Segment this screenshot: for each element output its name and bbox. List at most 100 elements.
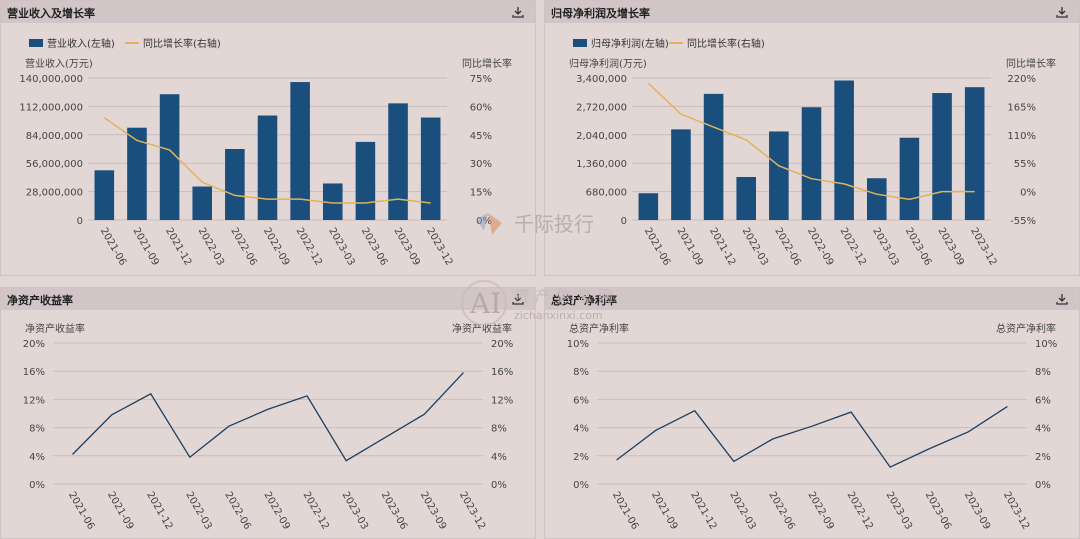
roa-panel-header: 总资产净利率 <box>545 288 1079 310</box>
right-tick-label: 110% <box>1007 131 1036 142</box>
bar <box>801 107 822 220</box>
x-tick-label: 2023-12 <box>968 226 998 268</box>
bar <box>899 137 920 220</box>
x-tick-label: 2023-09 <box>391 226 421 268</box>
x-tick-label: 2021-06 <box>98 226 128 268</box>
left-tick-label: 0% <box>573 480 589 491</box>
right-tick-label: 165% <box>1007 102 1036 113</box>
legend-line-label: 同比增长率(右轴) <box>143 37 221 50</box>
x-tick-label: 2022-12 <box>294 226 324 268</box>
x-tick-label: 2022-09 <box>261 226 291 268</box>
left-tick-label: 1,360,000 <box>576 159 627 170</box>
profit-panel-header: 归母净利润及增长率 <box>545 1 1079 23</box>
right-tick-label: 12% <box>491 395 513 406</box>
right-tick-label: 10% <box>1035 339 1057 350</box>
x-tick-label: 2022-12 <box>838 226 868 268</box>
x-tick-label: 2021-06 <box>610 490 640 532</box>
x-tick-label: 2022-03 <box>183 490 213 532</box>
x-tick-label: 2022-09 <box>805 226 835 268</box>
bar <box>94 170 115 220</box>
x-tick-label: 2021-09 <box>649 490 679 532</box>
bar <box>159 94 180 220</box>
bar <box>638 193 659 220</box>
x-tick-label: 2022-06 <box>222 490 252 532</box>
download-icon[interactable] <box>1055 292 1069 306</box>
download-icon[interactable] <box>511 5 525 19</box>
roe-panel: 净资产收益率 净资产收益率 净资产收益率 0% 0% 4% 4% 8% 8% 12% 12% 16%… <box>0 287 536 539</box>
bar <box>257 115 278 220</box>
left-tick-label: 56,000,000 <box>26 159 83 170</box>
x-tick-label: 2022-06 <box>766 490 796 532</box>
revenue-panel-header: 营业收入及增长率 <box>1 1 535 23</box>
revenue-panel: 营业收入及增长率 营业收入(左轴) 同比增长率(右轴) 营业收入(万元) 同比增长率 0… <box>0 0 536 276</box>
x-tick-label: 2023-03 <box>884 490 914 532</box>
x-tick-label: 2021-12 <box>163 226 193 268</box>
roa-chart: 总资产净利率 总资产净利率 0% 0% 2% 2% 4% 4% 6% 6% 8% 8% 10% 10% 20… <box>567 322 1057 532</box>
x-tick-label: 2022-09 <box>261 490 291 532</box>
legend-bar-swatch <box>573 39 587 47</box>
right-tick-label: 8% <box>1035 367 1051 378</box>
download-icon[interactable] <box>1055 5 1069 19</box>
left-tick-label: 8% <box>573 367 589 378</box>
x-tick-label: 2022-06 <box>772 226 802 268</box>
x-tick-label: 2021-06 <box>642 226 672 268</box>
bar <box>932 93 952 220</box>
right-axis-title: 总资产净利率 <box>996 322 1056 335</box>
right-tick-label: 6% <box>1035 395 1051 406</box>
ratio-line <box>72 372 464 462</box>
x-tick-label: 2023-03 <box>870 226 900 268</box>
right-tick-label: 20% <box>491 339 513 350</box>
right-tick-label: 55% <box>1014 159 1036 170</box>
right-tick-label: 0% <box>1020 188 1036 199</box>
right-tick-label: -55% <box>1010 216 1036 227</box>
x-tick-label: 2021-12 <box>688 490 718 532</box>
roe-chart: 净资产收益率 净资产收益率 0% 0% 4% 4% 8% 8% 12% 12% 16% 16% 20% 2… <box>23 322 513 532</box>
right-tick-label: 45% <box>470 131 492 142</box>
left-axis-title: 归母净利润(万元) <box>569 57 647 70</box>
x-tick-label: 2023-09 <box>962 490 992 532</box>
right-axis-title: 同比增长率 <box>462 57 512 70</box>
x-tick-label: 2023-06 <box>379 490 409 532</box>
x-tick-label: 2021-12 <box>707 226 737 268</box>
legend-bar-swatch <box>29 39 43 47</box>
legend-bar-label: 营业收入(左轴) <box>47 37 115 50</box>
left-tick-label: 2,040,000 <box>576 131 627 142</box>
bar <box>420 117 441 220</box>
left-tick-label: 0 <box>77 216 83 227</box>
x-tick-label: 2023-06 <box>923 490 953 532</box>
left-tick-label: 16% <box>23 367 45 378</box>
x-tick-label: 2022-03 <box>727 490 757 532</box>
x-tick-label: 2023-12 <box>457 490 487 532</box>
x-tick-label: 2022-06 <box>228 226 258 268</box>
profit-panel-title: 归母净利润及增长率 <box>551 7 650 20</box>
profit-chart: 归母净利润(左轴) 同比增长率(右轴) 归母净利润(万元) 同比增长率 0 -55% 680… <box>569 37 1056 268</box>
right-tick-label: 4% <box>1035 424 1051 435</box>
left-tick-label: 2,720,000 <box>576 102 627 113</box>
profit-panel: 归母净利润及增长率 归母净利润(左轴) 同比增长率(右轴) 归母净利润(万元) 同比增… <box>544 0 1080 276</box>
bar <box>355 141 376 220</box>
left-tick-label: 28,000,000 <box>26 188 83 199</box>
left-tick-label: 140,000,000 <box>19 74 83 85</box>
bar <box>703 93 724 220</box>
x-tick-label: 2021-09 <box>130 226 160 268</box>
left-axis-title: 营业收入(万元) <box>25 57 93 70</box>
left-tick-label: 4% <box>29 452 45 463</box>
x-tick-label: 2021-12 <box>144 490 174 532</box>
x-tick-label: 2021-06 <box>66 490 96 532</box>
bar <box>388 103 408 220</box>
x-tick-label: 2022-12 <box>844 490 874 532</box>
left-tick-label: 3,400,000 <box>576 74 627 85</box>
legend-line-label: 同比增长率(右轴) <box>687 37 765 50</box>
left-tick-label: 112,000,000 <box>19 102 83 113</box>
left-tick-label: 680,000 <box>586 188 627 199</box>
right-tick-label: 15% <box>470 188 492 199</box>
left-tick-label: 2% <box>573 452 589 463</box>
left-tick-label: 84,000,000 <box>26 131 83 142</box>
growth-line <box>647 82 975 201</box>
download-icon[interactable] <box>511 292 525 306</box>
x-tick-label: 2023-06 <box>359 226 389 268</box>
x-tick-label: 2023-09 <box>935 226 965 268</box>
right-tick-label: 0% <box>476 216 492 227</box>
left-axis-title: 总资产净利率 <box>569 322 629 335</box>
left-tick-label: 20% <box>23 339 45 350</box>
